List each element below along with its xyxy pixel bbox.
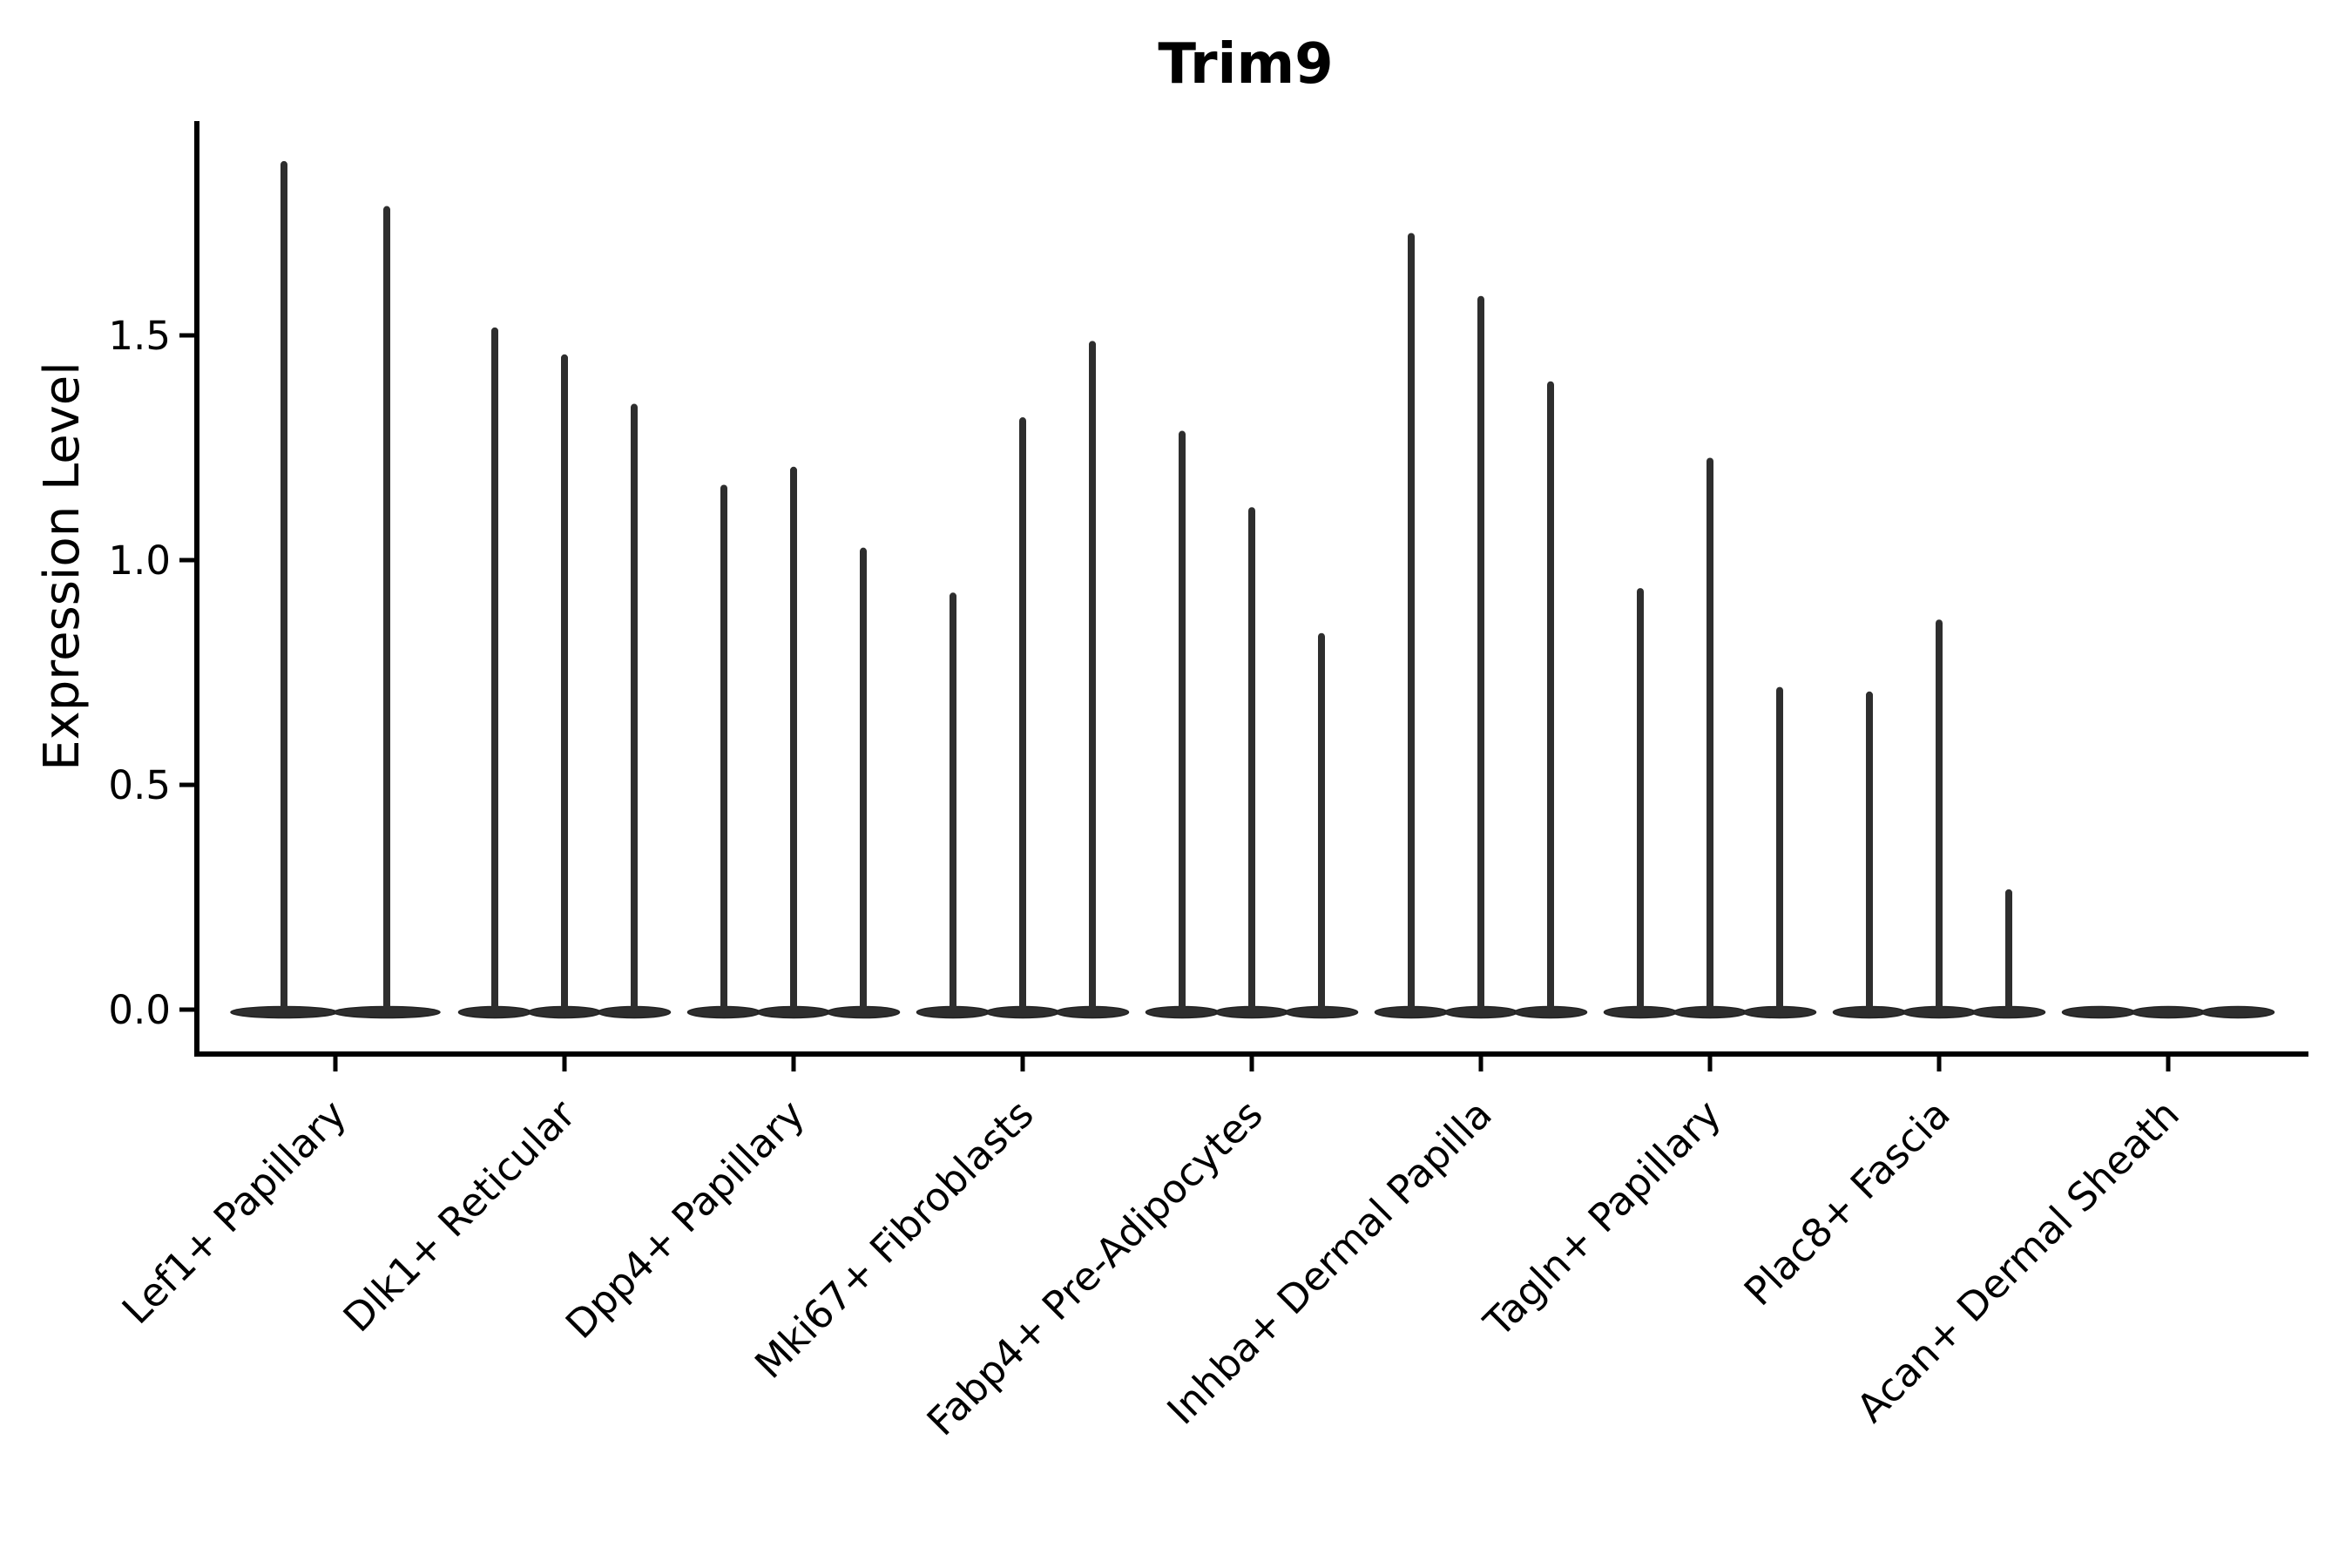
y-axis-title: Expression Level: [34, 362, 91, 771]
figure-title: Trim9: [1158, 32, 1333, 97]
violins-layer: [230, 160, 2275, 1019]
axes-layer: [179, 121, 2308, 1071]
y-tick-label-0: 0.0: [108, 987, 171, 1033]
violin-base-8-1: [2131, 1005, 2206, 1019]
violin-base-8-0: [2061, 1005, 2136, 1019]
y-tick-label-3: 1.5: [108, 313, 171, 359]
y-tick-label-1: 0.5: [108, 762, 171, 808]
violin-base-8-2: [2200, 1005, 2275, 1019]
y-tick-label-2: 1.0: [108, 537, 171, 584]
